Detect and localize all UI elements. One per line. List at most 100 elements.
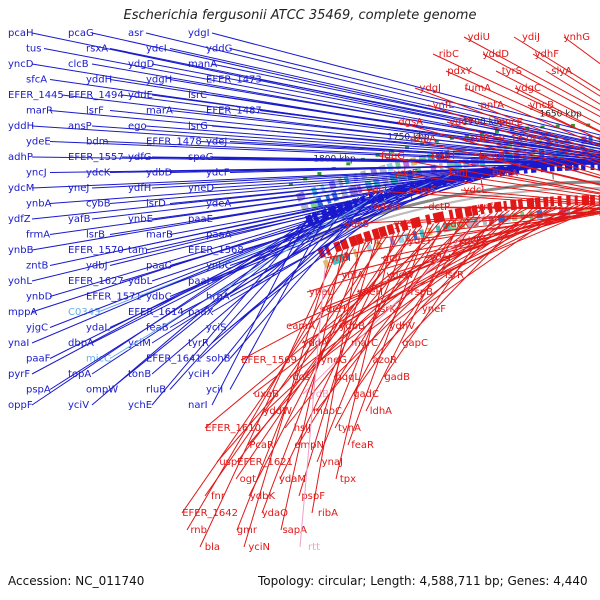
reverse-gene-label: uspF (219, 457, 243, 468)
reverse-leader-line (527, 104, 600, 141)
forward-leader-line (91, 210, 321, 406)
forward-gene-label: ynbD (26, 292, 53, 303)
gc-marker (494, 129, 499, 133)
forward-gene-label: EFER_1568 (188, 245, 244, 256)
forward-leader-line (229, 170, 467, 297)
forward-gene-label: C0343 (68, 307, 100, 318)
reverse-leader-line (320, 208, 522, 361)
forward-gene-label: EFER_1627 (68, 276, 124, 287)
forward-gene-label: yncD (8, 59, 34, 70)
reverse-leader-line (545, 70, 600, 105)
cog-ring-2-feature (394, 160, 402, 170)
reverse-gene-label: ydhF (535, 49, 560, 60)
reverse-leader-line (299, 256, 327, 548)
reverse-leader-line (302, 213, 487, 395)
reverse-leader-line (335, 233, 394, 480)
forward-gene-label: tus (26, 44, 41, 55)
forward-gene-label: pcaH (8, 28, 34, 39)
gc-marker (405, 146, 410, 150)
forward-leader-line (229, 191, 376, 359)
reverse-gene-label: slyA (551, 66, 572, 77)
reverse-gene-label: gmr (237, 525, 258, 536)
reverse-leader-line (496, 121, 600, 162)
forward-leader-line (211, 198, 354, 375)
forward-gene-label: hrpA (206, 292, 230, 303)
cog-ring-2-feature (370, 167, 378, 177)
forward-gene-label: ompW (86, 385, 118, 396)
cog-ring-3-feature (497, 214, 506, 223)
forward-leader-line (169, 79, 600, 153)
forward-gene-label: ynaI (8, 338, 29, 349)
cog-ring-2-feature (311, 186, 319, 196)
reverse-leader-line (459, 138, 600, 179)
forward-leader-line (211, 214, 310, 406)
reverse-gene-label: ydeH (320, 304, 346, 315)
reverse-gene-label: pdxY (447, 66, 473, 77)
reverse-cds-ring-feature (526, 197, 535, 209)
map-title: Escherichia fergusonii ATCC 35469, compl… (123, 8, 477, 23)
forward-leader-line (49, 110, 600, 163)
tick-label: 1750 kbp (387, 133, 430, 143)
reverse-cds-ring-feature (355, 233, 364, 245)
reverse-gene-label: yneL (309, 287, 333, 298)
reverse-gene-label: ydcL (464, 185, 488, 196)
reverse-gene-label: dcp (383, 253, 401, 264)
gc-marker (434, 139, 439, 143)
forward-leader-line (211, 125, 600, 160)
forward-leader-line (199, 141, 600, 163)
forward-gene-label: ynbA (26, 199, 52, 210)
cog-ring-3-feature (435, 225, 442, 235)
genome-summary: Topology: circular; Length: 4,588,711 bp… (258, 574, 588, 588)
forward-cds-ring-feature (320, 208, 330, 220)
forward-leader-line (121, 94, 600, 158)
forward-gene-label: ydgI (188, 28, 210, 39)
forward-gene-label: ydcF (206, 168, 230, 179)
forward-gene-label: paaA (206, 230, 232, 241)
tick-mark (480, 179, 483, 187)
reverse-leader-line (463, 36, 600, 112)
reverse-gene-label: pqqL (335, 372, 360, 383)
forward-gene-label: paaI (188, 276, 210, 287)
reverse-gene-label: ydiJ (522, 32, 540, 43)
accession-label: Accession: NC_011740 (8, 574, 145, 588)
reverse-gene-label: ydcS (345, 219, 369, 230)
forward-gene-label: ychE (128, 400, 152, 411)
reverse-leader-line (419, 205, 569, 310)
tick-label: 1650 kbp (539, 110, 582, 120)
forward-leader-line (151, 184, 405, 344)
reverse-gene-label: yddA (303, 338, 329, 349)
forward-gene-label: yafB (68, 214, 91, 225)
reverse-leader-line (252, 212, 493, 395)
reverse-gene-label: ynfL (433, 100, 455, 111)
forward-gene-label: yddE (128, 90, 153, 101)
reverse-leader-line (352, 214, 481, 395)
reverse-gene-label: gadB (384, 372, 410, 383)
gc-marker (570, 123, 575, 127)
forward-leader-line (259, 110, 600, 156)
reverse-gene-label: dgsA (398, 117, 423, 128)
cog-ring-3-feature (449, 222, 458, 232)
reverse-gene-label: ogt (240, 474, 256, 485)
reverse-cds-ring-feature (479, 203, 485, 215)
forward-gene-label: ydgD (128, 59, 155, 70)
reverse-leader-line (410, 189, 600, 205)
reverse-cds-ring-feature (339, 238, 350, 251)
reverse-gene-label: ydcY (449, 117, 474, 128)
forward-leader-line (31, 208, 326, 406)
reverse-leader-line (513, 36, 600, 92)
reverse-leader-line (479, 138, 600, 176)
reverse-leader-line (460, 189, 600, 203)
cog-ring-1-feature (348, 185, 359, 197)
forward-gene-label: rluB (146, 385, 166, 396)
reverse-gene-label: ribA (318, 508, 338, 519)
forward-leader-line (151, 212, 316, 406)
forward-gene-label: tonB (128, 369, 151, 380)
reverse-gene-label: tyrS (502, 66, 522, 77)
forward-gene-label: EFER_1445 (8, 90, 64, 101)
cog-ring-1-feature (381, 176, 390, 187)
reverse-leader-line (351, 207, 540, 344)
forward-leader-line (91, 195, 365, 375)
forward-gene-label: EFER_1570 (68, 245, 124, 256)
reverse-cds-ring-feature (386, 223, 396, 236)
forward-gene-label: frmA (26, 230, 50, 241)
